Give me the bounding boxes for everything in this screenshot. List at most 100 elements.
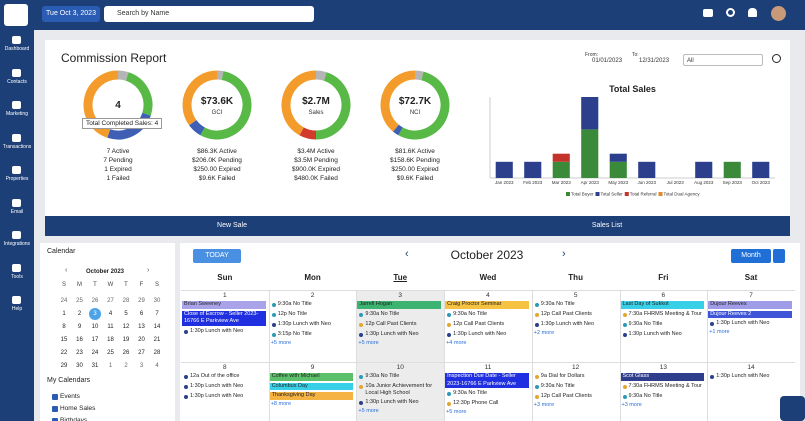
mini-cal-date[interactable]: 31 — [91, 363, 99, 369]
help-widget[interactable] — [780, 396, 805, 421]
calendar-name[interactable]: Home Sales — [60, 405, 96, 412]
nav-label[interactable]: Tools — [11, 273, 23, 280]
mini-cal-date[interactable]: 23 — [76, 350, 83, 356]
mini-cal-date[interactable]: 15 — [60, 337, 68, 343]
event[interactable]: 9:30a No Title — [540, 301, 575, 307]
event[interactable]: Last Day of Sukkot — [620, 301, 705, 309]
more-link[interactable]: +5 more — [358, 339, 379, 346]
event[interactable]: 1:30p Lunch with Neo — [190, 383, 244, 389]
more-link[interactable]: +3 more — [621, 401, 642, 408]
event[interactable]: 12p Call Past Clients — [453, 320, 505, 327]
more-link[interactable]: +8 more — [270, 400, 292, 407]
event[interactable]: 9:30a No Title — [365, 310, 400, 317]
mini-cal-date[interactable]: 3 — [89, 308, 101, 320]
event[interactable]: 7:30a FHRMS Meeting & Tour — [628, 310, 702, 317]
mini-cal-date[interactable]: 5 — [124, 311, 128, 317]
today-button[interactable]: TODAY — [193, 249, 241, 263]
nav-icon[interactable] — [12, 263, 21, 272]
nav-label[interactable]: Help — [11, 306, 23, 312]
mini-cal-date[interactable]: 21 — [153, 337, 161, 343]
mini-cal-date[interactable]: 27 — [107, 298, 114, 304]
notification-icon[interactable] — [748, 8, 757, 17]
nav-icon[interactable] — [12, 231, 21, 239]
more-link[interactable]: +3 more — [533, 402, 555, 408]
mini-cal-date[interactable]: 17 — [91, 337, 99, 343]
event[interactable]: 1:30p Lunch with Neo — [277, 321, 331, 327]
event[interactable]: 1:30p Lunch with Neo — [190, 393, 244, 399]
event[interactable]: 9a Dial for Dollars — [540, 373, 585, 379]
mini-cal-date[interactable]: 19 — [122, 337, 130, 343]
event[interactable]: 12p Call Past Clients — [540, 311, 592, 317]
event[interactable]: 1:30p Lunch with Neo — [365, 399, 419, 405]
event[interactable]: 1:30p Lunch with Neo — [365, 330, 419, 337]
prev-month[interactable]: ‹ — [405, 248, 409, 260]
mini-cal-date[interactable]: 10 — [91, 324, 99, 330]
mini-cal-date[interactable]: 3 — [139, 363, 144, 369]
search-box[interactable] — [104, 6, 314, 22]
mini-cal-next[interactable]: › — [147, 267, 150, 274]
event[interactable]: 12p No Title — [277, 311, 308, 317]
mini-cal-date[interactable]: 26 — [91, 298, 99, 304]
mini-cal-date[interactable]: 18 — [107, 337, 114, 343]
view-settings[interactable] — [773, 249, 785, 263]
mini-cal-date[interactable]: 24 — [91, 350, 99, 356]
event[interactable]: 1:30p Lunch with Neo — [190, 327, 244, 334]
event[interactable]: 9:30a No Title — [277, 301, 312, 307]
mini-cal-date[interactable]: 8 — [62, 324, 66, 330]
mini-cal-date[interactable]: 16 — [76, 337, 83, 343]
event[interactable]: 9:30a No Title — [453, 310, 488, 317]
more-link[interactable]: +1 more — [709, 329, 730, 335]
event[interactable]: Close of Escrow - Seller 2023-16766 E Pa… — [182, 310, 266, 326]
event[interactable]: Columbus Day — [269, 382, 354, 390]
from-date[interactable]: 01/01/2023 — [592, 58, 623, 64]
nav-label[interactable]: Properties — [5, 176, 29, 182]
mini-cal-date[interactable]: 4 — [155, 363, 159, 369]
filter-select[interactable]: All — [683, 54, 763, 66]
event[interactable]: 1:30p Lunch with Neo — [453, 330, 507, 337]
mini-cal-date[interactable]: 20 — [138, 337, 145, 343]
nav-icon[interactable] — [12, 296, 21, 304]
more-link[interactable]: +2 more — [533, 330, 555, 336]
more-link[interactable]: +5 more — [446, 409, 467, 415]
mini-cal-date[interactable]: 1 — [62, 311, 66, 317]
event[interactable]: 12p Call Past Clients — [365, 320, 417, 327]
avatar[interactable] — [771, 6, 786, 21]
event[interactable]: 9:30a No Title — [365, 373, 400, 379]
event[interactable]: 1:30p Lunch with Neo — [540, 321, 595, 327]
nav-icon[interactable] — [12, 101, 21, 109]
mini-cal-date[interactable]: 13 — [138, 324, 145, 330]
mini-cal-date[interactable]: 30 — [76, 363, 83, 369]
calendar-name[interactable]: Birthdays — [60, 417, 88, 421]
event[interactable]: Jarrell Hogan — [357, 301, 442, 309]
mini-cal-date[interactable]: 28 — [122, 298, 130, 304]
event[interactable]: 3:15p No Title — [277, 331, 312, 337]
event[interactable]: Scot Glass — [620, 373, 705, 381]
mini-cal-date[interactable]: 4 — [108, 311, 113, 317]
search-button[interactable] — [772, 54, 781, 63]
event[interactable]: 9:30a No Title — [540, 383, 575, 389]
to-date[interactable]: 12/31/2023 — [639, 58, 670, 64]
mini-cal-date[interactable]: 26 — [122, 350, 130, 356]
next-month[interactable]: › — [562, 248, 566, 260]
event[interactable]: Dujour Reeves — [708, 301, 792, 309]
nav-icon[interactable] — [12, 133, 21, 142]
tab[interactable]: New Sale — [217, 222, 247, 229]
nav-label[interactable]: Dashboard — [4, 46, 30, 52]
mini-cal-date[interactable]: 24 — [60, 298, 68, 304]
settings-icon[interactable] — [726, 8, 735, 17]
event[interactable]: Craig Proctor Seminar — [445, 301, 529, 309]
event[interactable]: 9:30a No Title — [628, 392, 663, 399]
mini-cal-date[interactable]: 30 — [153, 298, 161, 304]
more-link[interactable]: +4 more — [446, 339, 467, 346]
mini-cal-date[interactable]: 12 — [122, 324, 130, 330]
nav-icon[interactable] — [12, 68, 21, 77]
mini-cal-date[interactable]: 27 — [138, 350, 145, 356]
nav-icon[interactable] — [12, 166, 21, 174]
nav-icon[interactable] — [12, 36, 21, 44]
event[interactable]: 1:30p Lunch with Neo — [716, 320, 770, 326]
calendar-name[interactable]: Events — [60, 393, 80, 400]
checkbox[interactable] — [52, 418, 58, 421]
mini-cal-date[interactable]: 9 — [77, 324, 82, 330]
date-button[interactable]: Tue Oct 3, 2023 — [42, 6, 100, 22]
nav-label[interactable]: Integrations — [3, 241, 31, 247]
